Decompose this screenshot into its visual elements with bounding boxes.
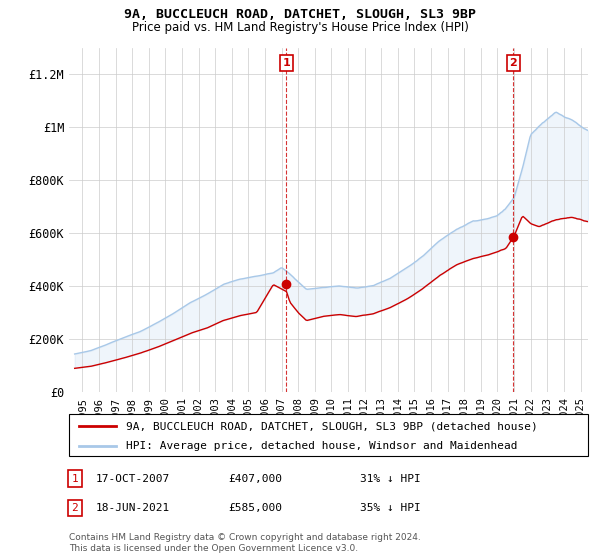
FancyBboxPatch shape <box>69 414 588 456</box>
Text: 17-OCT-2007: 17-OCT-2007 <box>96 474 170 484</box>
Text: Price paid vs. HM Land Registry's House Price Index (HPI): Price paid vs. HM Land Registry's House … <box>131 21 469 34</box>
Text: Contains HM Land Registry data © Crown copyright and database right 2024.
This d: Contains HM Land Registry data © Crown c… <box>69 533 421 553</box>
Text: 2: 2 <box>509 58 517 68</box>
Text: 9A, BUCCLEUCH ROAD, DATCHET, SLOUGH, SL3 9BP (detached house): 9A, BUCCLEUCH ROAD, DATCHET, SLOUGH, SL3… <box>126 421 538 431</box>
Text: £407,000: £407,000 <box>228 474 282 484</box>
Text: HPI: Average price, detached house, Windsor and Maidenhead: HPI: Average price, detached house, Wind… <box>126 441 518 451</box>
Text: 35% ↓ HPI: 35% ↓ HPI <box>360 503 421 513</box>
Text: 1: 1 <box>283 58 290 68</box>
Text: £585,000: £585,000 <box>228 503 282 513</box>
Text: 31% ↓ HPI: 31% ↓ HPI <box>360 474 421 484</box>
Text: 1: 1 <box>71 474 79 484</box>
Text: 18-JUN-2021: 18-JUN-2021 <box>96 503 170 513</box>
Text: 9A, BUCCLEUCH ROAD, DATCHET, SLOUGH, SL3 9BP: 9A, BUCCLEUCH ROAD, DATCHET, SLOUGH, SL3… <box>124 8 476 21</box>
Text: 2: 2 <box>71 503 79 513</box>
